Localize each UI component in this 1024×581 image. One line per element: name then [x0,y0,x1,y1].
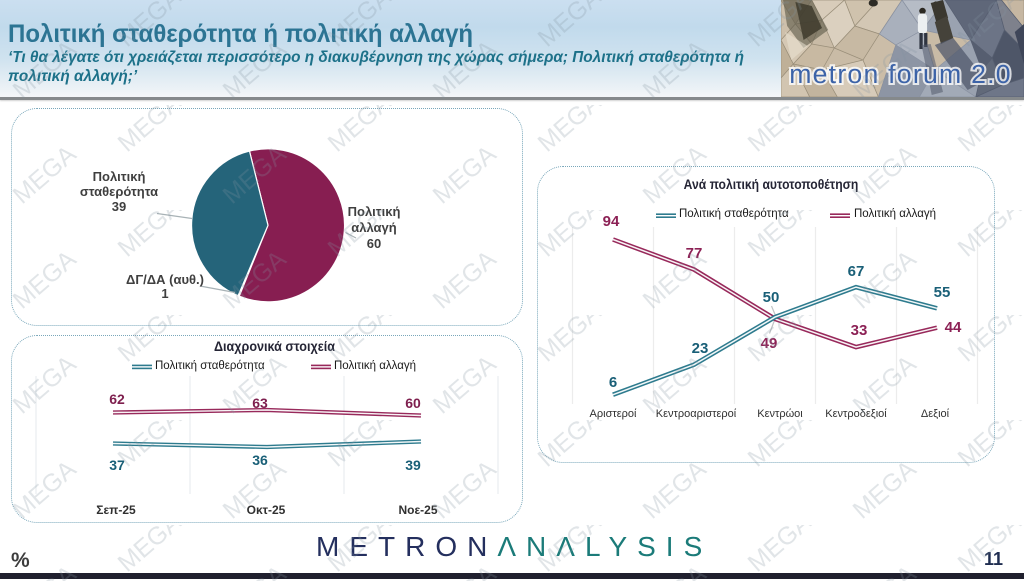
svg-text:metron forum 2.0: metron forum 2.0 [789,59,1012,89]
